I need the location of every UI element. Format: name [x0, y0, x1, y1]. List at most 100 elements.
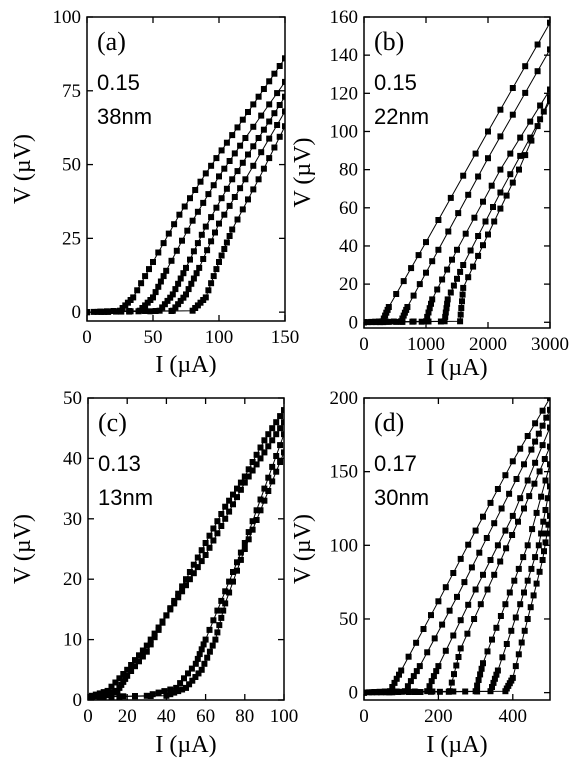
data-point — [480, 513, 486, 520]
data-point — [433, 668, 440, 675]
data-point — [536, 568, 543, 575]
data-point — [229, 132, 236, 139]
data-point — [515, 651, 522, 658]
data-point — [538, 493, 545, 500]
x-tick-label: 0 — [82, 327, 92, 348]
data-point — [190, 570, 197, 577]
data-point — [475, 173, 482, 180]
data-point — [532, 438, 539, 445]
data-point — [167, 294, 174, 301]
data-point — [194, 554, 201, 561]
data-point — [485, 128, 491, 135]
data-point — [167, 691, 174, 698]
data-point — [175, 688, 182, 695]
data-point — [175, 280, 182, 287]
y-tick-label: 10 — [63, 630, 82, 651]
data-point — [234, 216, 241, 223]
data-point — [435, 663, 442, 670]
data-point — [202, 170, 209, 177]
data-point — [282, 55, 285, 62]
data-point — [241, 473, 248, 480]
data-point — [172, 286, 179, 293]
data-point — [261, 437, 268, 444]
data-point — [408, 265, 415, 272]
x-axis-title: I (µA) — [155, 732, 216, 758]
data-point — [276, 133, 283, 140]
data-point — [176, 211, 183, 218]
data-point — [201, 660, 208, 667]
data-point — [502, 527, 509, 534]
data-point — [485, 155, 491, 162]
data-point — [265, 488, 272, 494]
data-point — [464, 630, 471, 637]
data-point — [198, 646, 205, 653]
data-point — [180, 294, 187, 301]
data-point — [163, 267, 170, 274]
data-point — [482, 218, 489, 225]
data-point — [509, 85, 516, 91]
data-point — [545, 521, 550, 528]
data-point — [472, 527, 479, 534]
y-tick-label: 0 — [72, 302, 82, 323]
annotation: 22nm — [374, 104, 429, 129]
data-point — [231, 150, 238, 157]
data-point — [521, 627, 528, 634]
data-point — [230, 569, 236, 575]
annotation: 0.13 — [98, 451, 141, 476]
data-point — [143, 642, 150, 649]
data-point — [547, 94, 550, 101]
y-tick-label: 80 — [339, 160, 358, 181]
data-point — [509, 512, 516, 519]
data-point — [147, 308, 154, 315]
data-point — [179, 237, 185, 244]
data-point — [138, 280, 145, 287]
data-point — [231, 194, 238, 200]
data-point — [506, 589, 513, 596]
data-point — [416, 281, 423, 288]
data-point — [459, 298, 465, 305]
data-point — [281, 431, 284, 438]
data-point — [488, 182, 495, 189]
annotation: 30nm — [374, 485, 429, 510]
data-point — [457, 311, 464, 318]
data-point — [250, 123, 257, 130]
x-tick-label: 3000 — [531, 334, 569, 355]
data-point — [524, 577, 531, 584]
data-point — [517, 134, 524, 141]
data-point — [490, 679, 497, 686]
data-point — [544, 495, 550, 502]
data-point — [218, 252, 225, 259]
data-point — [202, 552, 209, 558]
data-point — [407, 678, 414, 685]
data-point — [208, 280, 215, 287]
data-point — [273, 419, 280, 426]
data-point — [249, 518, 256, 525]
data-point — [151, 630, 158, 637]
data-point — [179, 686, 186, 693]
data-point — [237, 549, 244, 556]
data-point — [198, 231, 205, 238]
data-point — [541, 456, 548, 462]
data-point — [451, 671, 457, 678]
data-point — [200, 641, 207, 648]
data-point — [547, 461, 550, 468]
data-point — [398, 667, 405, 674]
data-point — [474, 688, 481, 695]
data-point — [281, 419, 284, 426]
data-point — [234, 559, 240, 566]
data-point — [210, 182, 217, 189]
y-tick-label: 150 — [330, 462, 359, 483]
data-point — [442, 647, 449, 654]
data-point — [475, 233, 482, 239]
data-point — [444, 300, 451, 307]
data-point — [472, 150, 479, 157]
data-point — [509, 532, 516, 538]
data-point — [163, 692, 170, 699]
data-point — [190, 561, 197, 568]
data-point — [399, 318, 406, 325]
y-tick-label: 160 — [330, 7, 359, 28]
data-point — [242, 135, 249, 141]
data-point — [239, 116, 246, 123]
panel-d: 0 200 400 0 50 100 150 200 I (µA) V (µV) (d) 0.17 30… — [290, 388, 551, 758]
data-point — [250, 162, 257, 169]
